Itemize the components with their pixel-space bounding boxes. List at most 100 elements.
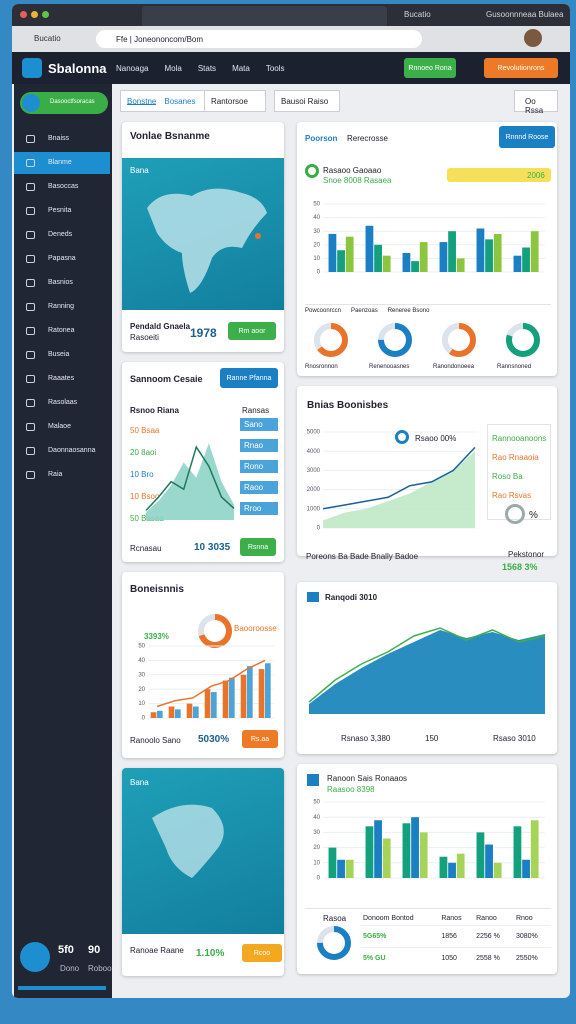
nav-icon <box>26 207 35 215</box>
menu: Nanoaga Mola Stats Mata Tools <box>116 64 285 73</box>
card-title: Ranoon Sais Ronaaos <box>327 774 408 783</box>
nav-item[interactable]: Daonnaosanna <box>14 440 110 462</box>
tab-bar: Bucatio Gusoonnneaa Bulaea <box>12 4 570 26</box>
cell: 5G65% <box>363 933 387 940</box>
nav-item[interactable]: Pesnita <box>14 200 110 222</box>
y-tick-label: 4000 <box>307 449 321 455</box>
bar <box>150 712 157 718</box>
min-dot[interactable] <box>31 11 38 18</box>
bar <box>157 710 163 718</box>
card-button[interactable]: Rs.aa <box>242 730 278 748</box>
y-tick-label: 5000 <box>307 430 321 436</box>
nav-item[interactable]: Raia <box>14 464 110 486</box>
card-value: 1978 <box>190 326 217 340</box>
dropdown[interactable]: Bausoi Raiso <box>274 90 340 112</box>
bar <box>439 242 448 272</box>
nav-icon <box>26 303 35 311</box>
side-list: Sano Rnao Rono Raoo Rroo <box>240 418 278 523</box>
donut-label: 3393% <box>144 632 169 641</box>
bar <box>240 674 247 718</box>
card-button[interactable]: Rcoo <box>242 944 282 962</box>
icon <box>307 592 319 602</box>
footer: Rsnaso 3,380 <box>341 734 391 743</box>
donut-row: Rnosronnon Renenooasnes Ranondonoeea Rannsn… <box>305 320 553 376</box>
nav-item[interactable]: Malaoe <box>14 416 110 438</box>
tab[interactable]: Poorson <box>305 134 338 143</box>
app-header: Sbalonna Nanoaga Mola Stats Mata Tools Rnnoe… <box>12 52 570 84</box>
menu-item[interactable]: Nanoaga <box>116 64 149 73</box>
toolbar-button[interactable]: Oo Rssa <box>514 90 558 115</box>
cell: 2256 % <box>476 933 500 940</box>
nav-label: Ratonea <box>48 327 75 334</box>
marker-label: Rsaoo 00% <box>415 434 457 443</box>
bar <box>258 669 265 718</box>
note-value: 1568 3% <box>502 562 538 572</box>
menu-item[interactable]: Stats <box>197 64 217 73</box>
bar <box>374 820 382 878</box>
divider <box>305 908 551 909</box>
icon <box>305 164 319 178</box>
donut-title: Paenzoas <box>351 308 378 314</box>
card: Ranqodi 3010 Rsnaso 3,380 150 Rsaso 3010 <box>297 582 557 754</box>
nav-item[interactable]: Raaates <box>14 368 110 390</box>
y-tick-label: 50 <box>313 202 320 208</box>
head: Rasaoo Gaoaao <box>323 166 382 175</box>
card-button[interactable]: Rnnnd Roose <box>499 126 555 148</box>
bar <box>186 703 193 718</box>
tab-title[interactable]: Bucatio <box>404 10 431 19</box>
footer-title: Pendald Gnaela <box>130 322 191 331</box>
nav-item[interactable]: Basoccas <box>14 176 110 198</box>
dropdown[interactable]: Rantorsoe <box>204 90 266 112</box>
donut <box>317 926 351 960</box>
toolbar-tabs: Bonstne Bosanes <box>120 90 212 112</box>
nav-item[interactable]: Ratonea <box>14 320 110 342</box>
tab-title[interactable]: Gusoonnneaa Bulaea <box>486 10 564 19</box>
menu-item[interactable]: Mata <box>232 64 250 73</box>
nav-item[interactable]: Buseia <box>14 344 110 366</box>
menu-item[interactable]: Mola <box>164 64 182 73</box>
nav-item[interactable]: Blanme <box>14 152 110 174</box>
note: Poreons Ba Bade Bnally Badoe <box>306 552 419 561</box>
card-button[interactable]: Rsnna <box>240 538 276 556</box>
card-button[interactable]: Ranne Pfanna <box>220 368 278 388</box>
nav-item[interactable]: Rasolaas <box>14 392 110 414</box>
legend: Baooroosse <box>234 624 277 633</box>
nav-icon <box>26 471 35 479</box>
url-field[interactable]: Ffe | Joneononcom/Bom <box>96 30 422 48</box>
tab[interactable]: Bonstne <box>127 97 157 106</box>
nav-item[interactable]: Papasna <box>14 248 110 270</box>
button-text: Oo Rssa <box>525 97 544 115</box>
nav-item[interactable]: Basnios <box>14 272 110 294</box>
donut-arc <box>442 323 476 357</box>
bar <box>345 859 354 878</box>
tab[interactable] <box>142 6 387 26</box>
header-button[interactable]: Rnnoeo Rona <box>404 58 456 78</box>
table: Donoom Bontod Ranos Ranoo Rnoo 5G65% 1856 2256… <box>361 912 551 969</box>
card-button[interactable]: Rm aoor <box>228 322 276 340</box>
chart: 0 10 20 30 40 50 <box>313 202 545 276</box>
bar <box>337 250 345 272</box>
user-avatar[interactable] <box>20 942 50 972</box>
donut-arc <box>198 614 232 648</box>
nav-label[interactable]: Bucatio <box>34 34 61 43</box>
max-dot[interactable] <box>42 11 49 18</box>
bar <box>345 236 354 272</box>
header-cell: Ranoo <box>476 915 497 922</box>
tab[interactable]: Rerecrosse <box>347 134 388 143</box>
nav-item[interactable]: Bnaiss <box>14 128 110 150</box>
y-tick-label: 30 <box>313 830 320 836</box>
donut-caption: Rnosronnon <box>305 364 338 370</box>
avatar[interactable] <box>524 29 542 47</box>
address-row: Bucatio Ffe | Joneononcom/Bom <box>12 26 570 52</box>
close-dot[interactable] <box>20 11 27 18</box>
logo[interactable]: Sbalonna <box>48 61 107 76</box>
menu-item[interactable]: Tools <box>265 64 285 73</box>
header-button[interactable]: Revolutionrons <box>484 58 558 78</box>
sidebar-badge[interactable]: Dasooctfsoracas <box>20 92 108 114</box>
nav-item[interactable]: Deneds <box>14 224 110 246</box>
nav-icon <box>26 255 35 263</box>
y-tick-label: 0 <box>317 876 321 882</box>
nav-item[interactable]: Ranning <box>14 296 110 318</box>
tab[interactable]: Bosanes <box>164 97 196 106</box>
user-role: Roboo <box>88 964 112 973</box>
